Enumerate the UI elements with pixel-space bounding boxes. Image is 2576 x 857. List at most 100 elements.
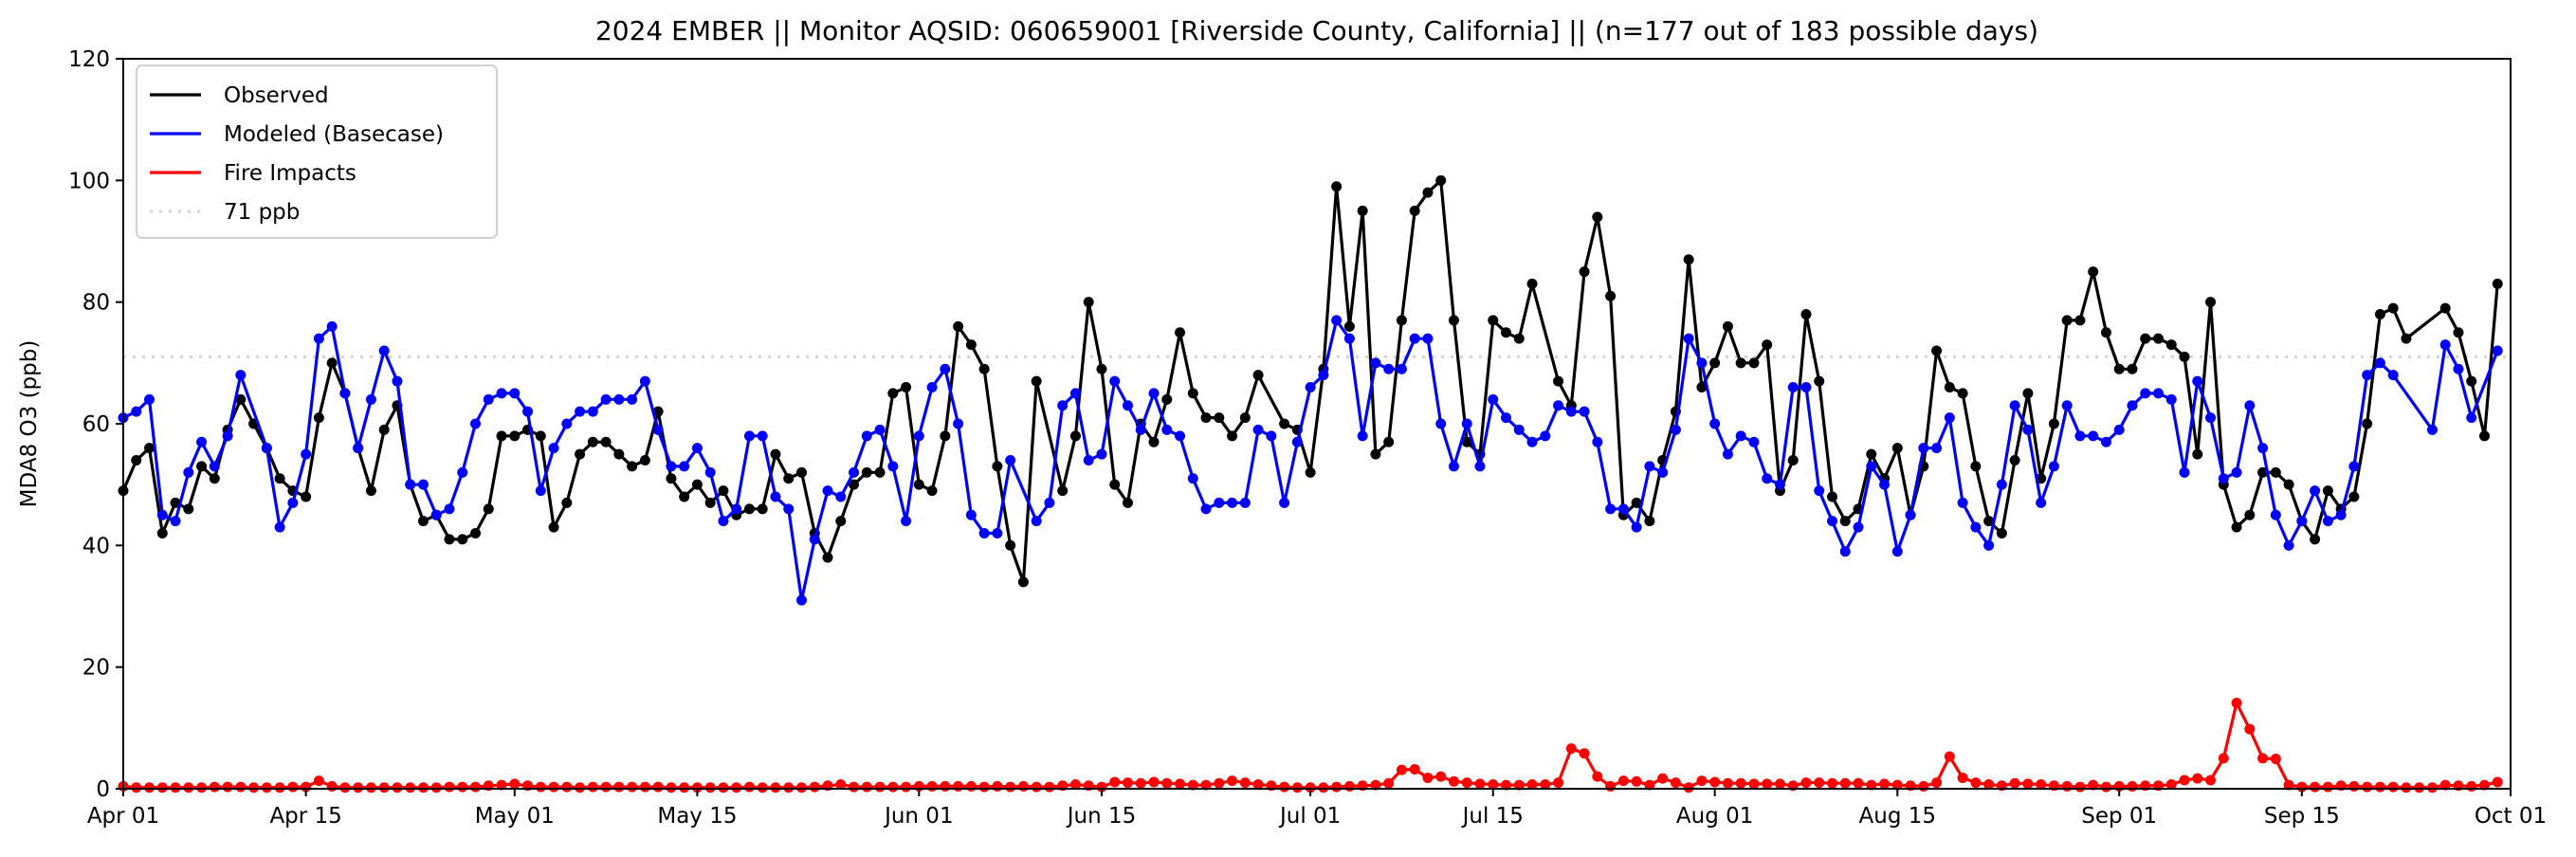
data-point bbox=[470, 781, 482, 793]
data-point bbox=[953, 320, 964, 332]
data-point bbox=[2113, 363, 2125, 374]
data-point bbox=[953, 418, 964, 429]
data-point bbox=[1318, 370, 1329, 381]
x-tick-label: May 01 bbox=[475, 804, 555, 829]
data-point bbox=[2113, 424, 2125, 435]
data-point bbox=[1096, 363, 1107, 374]
data-point bbox=[1200, 779, 1212, 791]
data-point bbox=[2453, 363, 2464, 374]
data-point bbox=[1683, 254, 1694, 265]
data-point bbox=[2478, 779, 2490, 791]
data-point bbox=[2127, 780, 2138, 792]
data-point bbox=[1592, 211, 1603, 223]
x-axis-ticks: Apr 01 Apr 15 May 01 May 15 Jun 01 Jun 15 Jul … bbox=[87, 789, 2547, 829]
data-point bbox=[1187, 779, 1198, 791]
data-point bbox=[405, 782, 416, 793]
data-point bbox=[627, 781, 638, 793]
data-point bbox=[496, 779, 507, 791]
data-point bbox=[1331, 781, 1343, 793]
data-point bbox=[1227, 775, 1238, 787]
data-point bbox=[2453, 327, 2464, 338]
data-point bbox=[1891, 779, 1903, 791]
data-point bbox=[1891, 546, 1903, 557]
data-point bbox=[992, 780, 1003, 792]
data-point bbox=[1657, 773, 1669, 784]
data-point bbox=[392, 375, 403, 387]
data-point bbox=[417, 782, 429, 793]
data-point bbox=[1161, 424, 1173, 435]
data-point bbox=[1735, 430, 1746, 442]
data-point bbox=[1592, 771, 1603, 782]
data-point bbox=[2257, 466, 2269, 478]
data-point bbox=[496, 388, 507, 399]
data-point bbox=[639, 455, 650, 465]
data-point bbox=[1279, 418, 1290, 429]
data-point bbox=[600, 781, 612, 793]
data-point bbox=[600, 436, 612, 447]
data-point bbox=[1214, 777, 1225, 789]
data-point bbox=[2022, 778, 2034, 790]
data-point bbox=[1017, 576, 1029, 588]
data-point bbox=[2152, 333, 2164, 344]
data-point bbox=[2283, 479, 2294, 490]
y-tick-label: 20 bbox=[82, 656, 110, 681]
data-point bbox=[1879, 778, 1891, 790]
data-point bbox=[1148, 388, 1160, 399]
data-point bbox=[1709, 776, 1721, 788]
data-point bbox=[2374, 781, 2385, 793]
data-point bbox=[170, 516, 181, 527]
data-point bbox=[274, 782, 285, 793]
data-point bbox=[809, 534, 820, 545]
data-point bbox=[926, 485, 938, 497]
x-tick-label: Jul 01 bbox=[1278, 804, 1341, 829]
data-point bbox=[2374, 309, 2385, 319]
data-point bbox=[2165, 779, 2177, 791]
data-point bbox=[365, 393, 376, 405]
data-point bbox=[666, 782, 677, 793]
data-point bbox=[1357, 430, 1368, 442]
data-point bbox=[2127, 400, 2138, 411]
data-point bbox=[1513, 333, 1525, 344]
data-point bbox=[913, 479, 924, 490]
data-point bbox=[1122, 777, 1133, 789]
data-point bbox=[1069, 430, 1081, 442]
data-point bbox=[704, 466, 716, 478]
data-point bbox=[1422, 333, 1434, 344]
data-point bbox=[417, 479, 429, 490]
data-point bbox=[600, 393, 612, 405]
data-point bbox=[1031, 516, 1042, 527]
data-point bbox=[2401, 782, 2412, 793]
y-axis-label: MDA8 O3 (ppb) bbox=[17, 340, 42, 508]
data-point bbox=[2218, 753, 2229, 764]
data-point bbox=[1409, 205, 1420, 216]
data-point bbox=[2192, 773, 2203, 784]
data-point bbox=[940, 780, 951, 792]
data-point bbox=[1617, 775, 1629, 787]
data-point bbox=[901, 516, 912, 527]
data-point bbox=[1291, 782, 1303, 793]
data-point bbox=[1814, 485, 1825, 497]
x-tick-label: Jun 01 bbox=[883, 804, 954, 829]
data-point bbox=[2088, 779, 2099, 791]
data-point bbox=[1800, 309, 1812, 319]
data-point bbox=[1291, 436, 1303, 447]
data-point bbox=[339, 388, 351, 399]
x-tick-label: Apr 15 bbox=[269, 804, 341, 829]
data-point bbox=[1735, 357, 1746, 369]
data-point bbox=[1501, 327, 1512, 338]
data-point bbox=[992, 528, 1003, 538]
data-point bbox=[731, 503, 742, 515]
data-point bbox=[913, 430, 924, 442]
data-point bbox=[2061, 400, 2073, 411]
data-point bbox=[1501, 779, 1512, 791]
data-point bbox=[2192, 448, 2203, 460]
data-point bbox=[770, 782, 781, 793]
data-point bbox=[444, 503, 455, 515]
data-point bbox=[1579, 266, 1590, 278]
data-point bbox=[1931, 443, 1943, 454]
data-point bbox=[209, 461, 220, 472]
data-point bbox=[1501, 412, 1512, 424]
data-point bbox=[248, 782, 260, 793]
data-point bbox=[1252, 370, 1264, 381]
legend-label: Fire Impacts bbox=[224, 161, 356, 186]
